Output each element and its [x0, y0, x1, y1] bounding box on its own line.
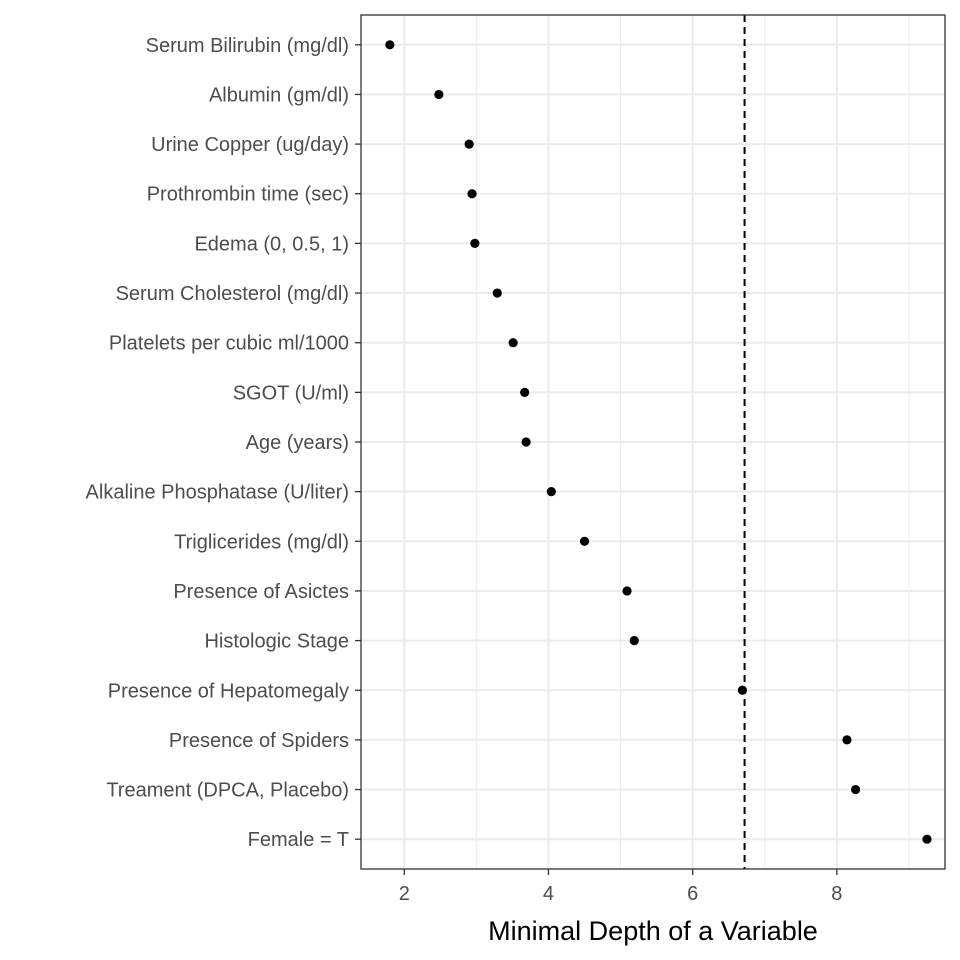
data-point	[508, 338, 518, 348]
data-point	[520, 387, 530, 397]
y-tick-label: Presence of Asictes	[173, 581, 349, 603]
data-point	[464, 139, 474, 149]
y-tick-label: Prothrombin time (sec)	[147, 184, 349, 206]
y-tick-label: SGOT (U/ml)	[233, 382, 349, 404]
data-point	[622, 586, 632, 596]
y-tick-label: Alkaline Phosphatase (U/liter)	[86, 482, 349, 504]
data-point	[467, 189, 477, 199]
y-tick-label: Albumin (gm/dl)	[209, 84, 349, 106]
y-tick-label: Age (years)	[246, 432, 349, 454]
data-point	[546, 487, 556, 497]
data-point	[629, 636, 639, 646]
data-point	[737, 685, 748, 695]
x-tick-label: 6	[687, 883, 698, 905]
x-tick-label: 2	[399, 883, 410, 905]
data-points	[385, 40, 932, 844]
grid-lines	[361, 15, 945, 869]
data-point	[385, 40, 395, 50]
data-point	[922, 834, 932, 844]
y-tick-label: Triglicerides (mg/dl)	[174, 531, 349, 553]
x-tick-label: 8	[831, 883, 842, 905]
y-tick-label: Treament (DPCA, Placebo)	[106, 780, 349, 802]
data-point	[470, 238, 480, 248]
y-tick-label: Urine Copper (ug/day)	[151, 134, 349, 156]
y-tick-label: Edema (0, 0.5, 1)	[194, 233, 349, 255]
data-point	[521, 437, 531, 447]
data-point	[842, 735, 852, 745]
data-point	[492, 288, 502, 298]
axes: Serum Bilirubin (mg/dl) Albumin (gm/dl) Ur…	[86, 35, 843, 905]
y-tick-label: Histologic Stage	[204, 631, 349, 653]
y-tick-label: Presence of Hepatomegaly	[108, 680, 349, 702]
y-tick-label: Platelets per cubic ml/1000	[109, 333, 349, 355]
y-tick-label: Serum Cholesterol (mg/dl)	[116, 283, 349, 305]
y-tick-label: Serum Bilirubin (mg/dl)	[146, 35, 349, 57]
y-tick-label: Presence of Spiders	[169, 730, 349, 752]
data-point	[579, 536, 590, 546]
x-axis-title: Minimal Depth of a Variable	[488, 916, 818, 946]
data-point	[850, 784, 861, 795]
data-point	[434, 89, 444, 100]
x-tick-label: 4	[543, 883, 554, 905]
y-tick-label: Female = T	[248, 829, 349, 851]
